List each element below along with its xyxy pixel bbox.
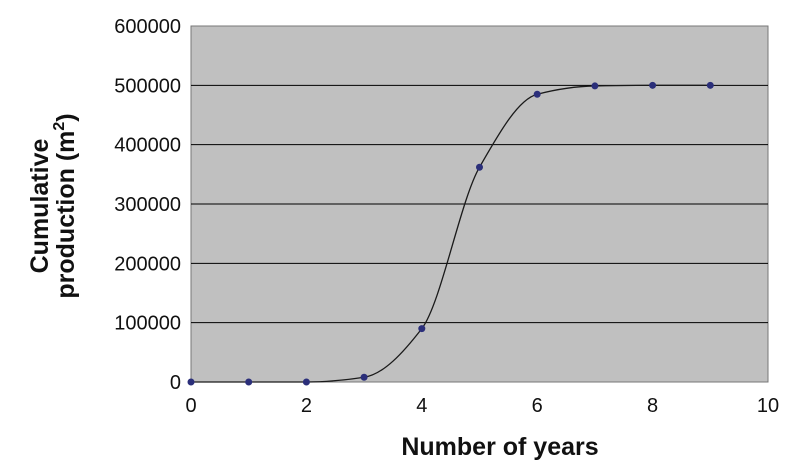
y-axis-title-line2: production (m2) — [51, 113, 80, 298]
y-tick-label: 100000 — [114, 313, 181, 335]
data-point — [360, 373, 368, 381]
y-axis-title-line1: Cumulative — [26, 139, 54, 274]
data-point — [706, 81, 714, 89]
y-tick-label: 200000 — [114, 253, 181, 275]
series-line — [191, 84, 711, 383]
x-tick-label: 4 — [416, 395, 427, 417]
data-point — [649, 81, 657, 89]
data-point — [245, 378, 253, 386]
y-tick-label: 0 — [170, 372, 181, 394]
data-point — [418, 325, 426, 333]
data-series — [187, 81, 714, 386]
x-axis-title: Number of years — [401, 433, 598, 461]
y-tick-label: 600000 — [114, 16, 181, 38]
y-tick-label: 500000 — [114, 75, 181, 97]
y-axis-title-text: production (m — [52, 131, 80, 299]
data-point — [302, 378, 310, 386]
data-point — [591, 82, 599, 90]
x-tick-label: 8 — [647, 395, 658, 417]
x-tick-label: 6 — [532, 395, 543, 417]
data-point — [533, 90, 541, 98]
y-tick-label: 300000 — [114, 194, 181, 216]
data-point — [476, 163, 483, 171]
y-axis-title-close: ) — [52, 113, 80, 121]
x-tick-label: 0 — [185, 395, 196, 417]
data-point — [187, 378, 195, 386]
x-tick-label: 10 — [757, 395, 779, 417]
y-tick-label: 400000 — [114, 135, 181, 157]
y-axis-title: Cumulative production (m2) — [26, 113, 80, 298]
y-axis-title-superscript: 2 — [51, 122, 68, 131]
x-tick-label: 2 — [301, 395, 312, 417]
tick-labels: 0 100000 200000 300000 400000 500000 600000 0 2 4… — [114, 16, 779, 417]
